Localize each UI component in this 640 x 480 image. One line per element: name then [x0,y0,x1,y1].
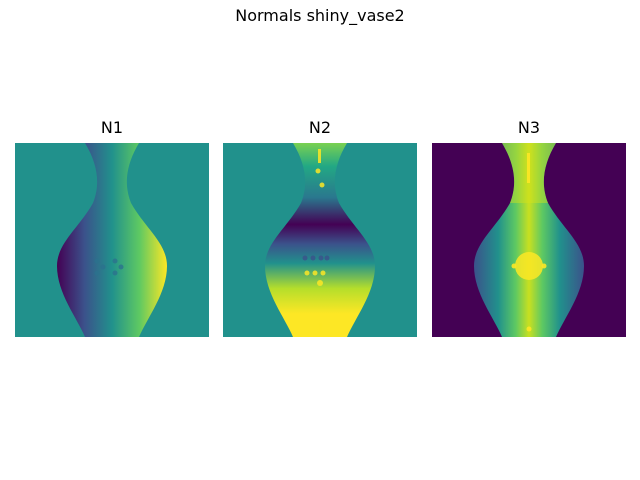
heatmap-n2-artifacts [304,149,326,333]
panel-title-n3: N3 [517,118,541,137]
panel-title-n2: N2 [308,118,332,137]
heatmap-n2 [223,143,417,337]
heatmap-n1-artifacts [94,258,124,276]
panel-title-n1: N1 [100,118,124,137]
heatmap-n1 [15,143,209,337]
heatmap-n3 [432,143,626,337]
figure-title: Normals shiny_vase2 [235,6,405,25]
heatmap-n3-artifacts [511,153,547,332]
